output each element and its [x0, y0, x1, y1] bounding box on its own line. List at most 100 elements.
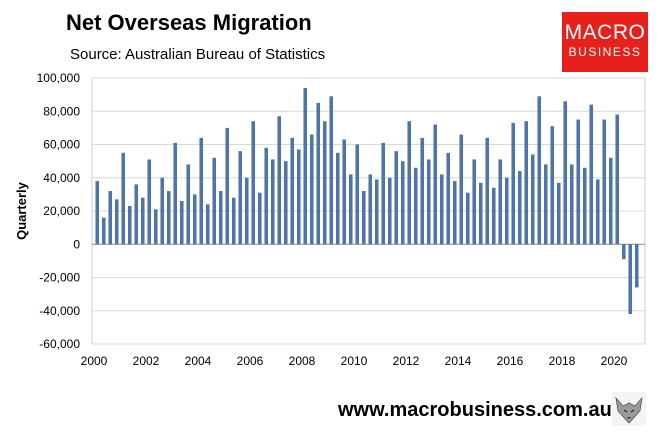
- chart-subtitle: Source: Australian Bureau of Statistics: [70, 46, 326, 63]
- bar: [381, 142, 386, 245]
- bar: [140, 197, 145, 245]
- x-tick-label: 2016: [497, 354, 524, 368]
- bar: [134, 184, 139, 245]
- x-tick-label: 2002: [133, 354, 160, 368]
- y-tick-label: 60,000: [43, 138, 80, 152]
- bar: [257, 192, 262, 245]
- bar: [537, 96, 542, 245]
- bar: [127, 206, 132, 245]
- bar: [530, 154, 535, 245]
- bar: [153, 209, 158, 245]
- logo-line-business: BUSINESS: [568, 45, 642, 59]
- bar: [472, 159, 477, 245]
- bar: [602, 119, 607, 245]
- bar: [452, 181, 457, 245]
- x-tick-label: 2004: [185, 354, 212, 368]
- bar: [511, 122, 516, 245]
- bar: [556, 182, 561, 245]
- y-tick-label: -20,000: [39, 271, 80, 285]
- bar: [459, 134, 464, 245]
- bar: [238, 151, 243, 245]
- x-tick-label: 2000: [81, 354, 108, 368]
- bar: [264, 147, 269, 245]
- logo-line-macro: MACRO: [564, 21, 646, 44]
- bar: [485, 137, 490, 245]
- y-tick-label: 80,000: [43, 104, 80, 118]
- bar: [550, 126, 555, 245]
- x-tick-label: 2018: [549, 354, 576, 368]
- bar: [101, 217, 106, 245]
- bar: [491, 187, 496, 245]
- bar: [192, 194, 197, 245]
- bar: [582, 167, 587, 245]
- bar: [634, 244, 639, 288]
- x-tick-label: 2020: [601, 354, 628, 368]
- y-tick-label: -60,000: [39, 337, 80, 351]
- bar: [205, 204, 210, 245]
- y-axis-label: Quarterly: [14, 181, 29, 240]
- bar: [478, 182, 483, 245]
- chart-title: Net Overseas Migration: [66, 10, 312, 35]
- bar: [608, 157, 613, 245]
- bar: [309, 134, 314, 245]
- bar: [212, 157, 217, 245]
- bar: [400, 161, 405, 245]
- bar: [543, 164, 548, 245]
- bar: [166, 191, 171, 245]
- bar: [563, 101, 568, 245]
- x-tick-label: 2012: [393, 354, 420, 368]
- bar: [186, 164, 191, 245]
- x-tick-label: 2008: [289, 354, 316, 368]
- bar: [621, 244, 626, 260]
- y-tick-label: 40,000: [43, 171, 80, 185]
- bar: [160, 177, 165, 245]
- y-tick-label: -40,000: [39, 304, 80, 318]
- bar: [270, 159, 275, 245]
- macrobusiness-logo: MACRO BUSINESS: [562, 12, 648, 72]
- bar: [569, 164, 574, 245]
- x-tick-label: 2010: [341, 354, 368, 368]
- bar: [361, 191, 366, 245]
- bar: [277, 116, 282, 245]
- bar: [465, 192, 470, 245]
- bar: [628, 244, 633, 315]
- bar: [420, 137, 425, 245]
- bar: [407, 121, 412, 245]
- y-tick-label: 20,000: [43, 204, 80, 218]
- bar: [95, 181, 100, 245]
- bar: [355, 144, 360, 245]
- bar: [251, 121, 256, 245]
- bar: [576, 119, 581, 245]
- bar: [524, 121, 529, 245]
- bar: [348, 174, 353, 245]
- bar: [179, 201, 184, 245]
- bar: [615, 114, 620, 245]
- bar: [329, 96, 334, 245]
- bar: [290, 137, 295, 245]
- y-tick-labels: 100,000 80,000 60,000 40,000 20,000 0 -20,000 -…: [37, 71, 81, 351]
- website-footer: www.macrobusiness.com.au: [338, 399, 612, 421]
- bar: [218, 191, 223, 245]
- bar: [589, 104, 594, 245]
- y-tick-label: 0: [73, 237, 80, 251]
- x-tick-label: 2006: [237, 354, 264, 368]
- bar: [225, 127, 230, 245]
- bar: [147, 159, 152, 245]
- bar: [342, 139, 347, 245]
- x-tick-labels: 2000 2002 2004 2006 2008 2010 2012 2014 2016 2018…: [81, 354, 628, 368]
- bar: [433, 124, 438, 245]
- y-tick-label: 100,000: [37, 71, 81, 85]
- bar: [426, 159, 431, 245]
- bar: [394, 151, 399, 245]
- bar: [244, 177, 249, 245]
- bar: [108, 191, 113, 245]
- bar: [368, 174, 373, 245]
- bar: [173, 142, 178, 245]
- bar: [413, 167, 418, 245]
- bar: [231, 197, 236, 245]
- x-tick-label: 2014: [445, 354, 472, 368]
- bar: [114, 199, 119, 245]
- bar: [446, 152, 451, 245]
- bar: [121, 152, 126, 245]
